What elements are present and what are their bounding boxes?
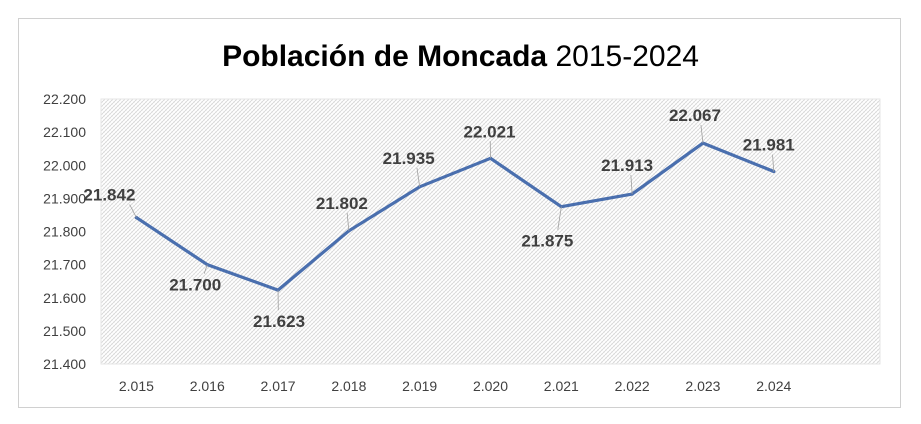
x-tick-label: 2.016	[190, 378, 225, 394]
x-tick-label: 2.019	[402, 378, 437, 394]
y-tick-label: 21.700	[43, 257, 86, 273]
y-tick-label: 21.600	[43, 290, 86, 306]
data-label: 21.875	[521, 232, 573, 251]
label-leader-line	[557, 206, 562, 230]
label-leader-line	[203, 264, 208, 274]
series-line	[134, 141, 776, 292]
x-axis: 2.015 2.016 2.017 2.018 2.019 2.020 2.021 2.022…	[119, 378, 792, 394]
data-label: 21.981	[743, 136, 795, 155]
x-tick-label: 2.020	[473, 378, 508, 394]
x-tick-label: 2.023	[685, 378, 720, 394]
data-label: 21.623	[253, 312, 305, 331]
y-tick-label: 21.900	[43, 190, 86, 206]
y-tick-label: 21.800	[43, 224, 86, 240]
data-label: 21.802	[316, 194, 368, 213]
x-tick-label: 2.024	[756, 378, 791, 394]
y-tick-label: 22.200	[43, 91, 86, 107]
y-axis: 21.400 21.500 21.600 21.700 21.800 21.900 22.0…	[43, 91, 86, 372]
label-leader-line	[129, 204, 137, 218]
label-leader-line	[772, 154, 775, 172]
x-tick-label: 2.017	[261, 378, 296, 394]
data-label: 22.067	[669, 106, 721, 125]
label-leader-line	[630, 175, 633, 195]
y-tick-label: 21.400	[43, 356, 86, 372]
data-point	[701, 141, 705, 145]
chart-title: Población de Moncada 2015-2024	[0, 40, 921, 74]
chart-title-years: 2015-2024	[555, 40, 699, 73]
label-leader-line	[346, 212, 350, 231]
data-point	[559, 205, 563, 209]
data-label: 21.935	[383, 149, 435, 168]
data-labels: 21.842 21.700 21.623 21.802 21.935 22.021 21.8…	[83, 106, 794, 331]
y-tick-label: 21.500	[43, 323, 86, 339]
y-tick-label: 22.000	[43, 157, 86, 173]
x-tick-label: 2.015	[119, 378, 154, 394]
x-tick-label: 2.018	[331, 378, 366, 394]
chart-title-main: Población de Moncada	[222, 40, 548, 73]
y-tick-label: 22.100	[43, 124, 86, 140]
label-leader-line	[416, 167, 421, 187]
data-label: 21.913	[601, 156, 653, 175]
data-label: 21.842	[83, 186, 135, 205]
label-leader-line	[700, 125, 704, 144]
x-tick-label: 2.022	[615, 378, 650, 394]
data-label: 22.021	[464, 122, 516, 141]
x-tick-label: 2.021	[544, 378, 579, 394]
data-label: 21.700	[169, 276, 221, 295]
